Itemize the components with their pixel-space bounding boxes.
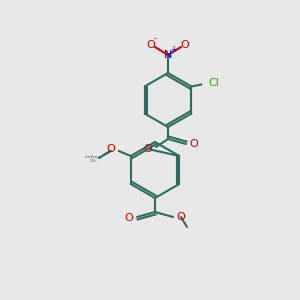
Text: -: - bbox=[153, 34, 157, 43]
Text: methoxy
CH₃: methoxy CH₃ bbox=[85, 155, 103, 163]
Text: O: O bbox=[124, 213, 134, 223]
Text: N: N bbox=[164, 50, 172, 60]
Text: O: O bbox=[147, 40, 155, 50]
Text: +: + bbox=[170, 46, 176, 55]
Text: O: O bbox=[177, 212, 185, 222]
Text: O: O bbox=[181, 40, 189, 50]
Text: Cl: Cl bbox=[208, 79, 219, 88]
Text: O: O bbox=[190, 139, 198, 149]
Text: O: O bbox=[144, 144, 152, 154]
Text: O: O bbox=[106, 144, 115, 154]
